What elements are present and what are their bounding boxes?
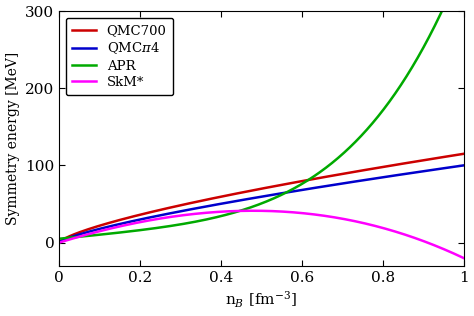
QMC700 bbox=[334, 173, 340, 177]
QMC$\pi$4 bbox=[220, 202, 226, 205]
APR bbox=[98, 233, 103, 236]
QMC$\pi$4 bbox=[372, 177, 377, 180]
Line: QMC700: QMC700 bbox=[59, 154, 464, 243]
APR bbox=[372, 119, 377, 123]
APR bbox=[235, 210, 240, 214]
APR bbox=[220, 214, 226, 217]
SkM* bbox=[98, 229, 103, 233]
SkM* bbox=[56, 241, 62, 245]
SkM* bbox=[250, 209, 256, 213]
SkM* bbox=[461, 256, 466, 260]
SkM* bbox=[335, 216, 340, 220]
SkM* bbox=[379, 226, 385, 230]
QMC$\pi$4 bbox=[56, 241, 62, 245]
QMC$\pi$4 bbox=[235, 199, 240, 203]
QMC$\pi$4 bbox=[461, 163, 466, 167]
QMC$\pi$4 bbox=[98, 227, 103, 231]
QMC$\pi$4 bbox=[379, 175, 385, 179]
Line: QMC$\pi$4: QMC$\pi$4 bbox=[59, 165, 464, 243]
QMC$\pi$4 bbox=[334, 182, 340, 186]
QMC700 bbox=[235, 191, 240, 195]
Legend: QMC700, QMC$\pi$4, APR, SkM*: QMC700, QMC$\pi$4, APR, SkM* bbox=[66, 18, 173, 95]
X-axis label: n$_{B}$ [fm$^{-3}$]: n$_{B}$ [fm$^{-3}$] bbox=[226, 290, 297, 310]
SkM* bbox=[372, 224, 378, 228]
SkM* bbox=[220, 210, 226, 214]
SkM* bbox=[235, 209, 240, 213]
Line: SkM*: SkM* bbox=[59, 211, 464, 258]
Line: APR: APR bbox=[59, 0, 464, 239]
QMC700 bbox=[98, 223, 103, 227]
QMC700 bbox=[56, 241, 62, 245]
Y-axis label: Symmetry energy [MeV]: Symmetry energy [MeV] bbox=[6, 52, 19, 225]
QMC700 bbox=[372, 167, 377, 170]
APR bbox=[56, 237, 62, 240]
QMC700 bbox=[220, 194, 226, 198]
QMC700 bbox=[461, 152, 466, 156]
QMC700 bbox=[379, 165, 385, 169]
APR bbox=[379, 110, 385, 113]
APR bbox=[334, 157, 340, 161]
